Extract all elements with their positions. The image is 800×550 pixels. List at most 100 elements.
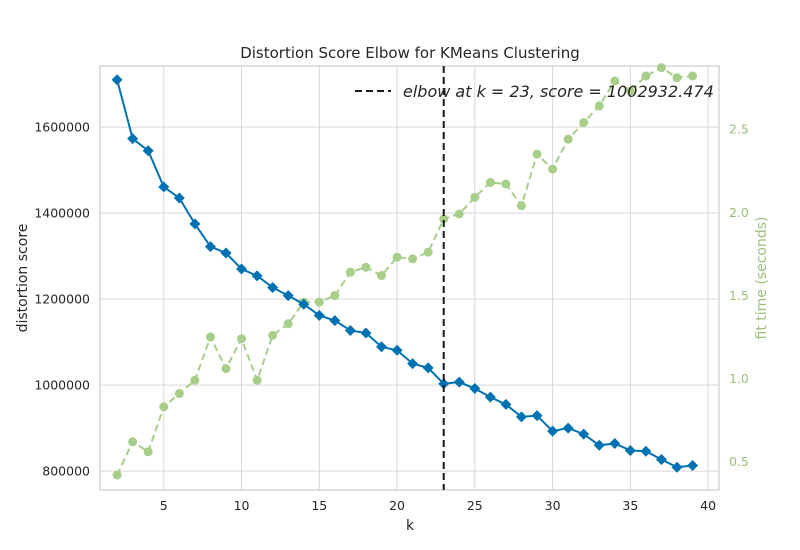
plot-background (100, 66, 719, 490)
legend: elbow at k = 23, score = 1002932.474 (355, 82, 714, 101)
x-tick-label: 30 (545, 498, 561, 513)
fit-time-point (594, 101, 604, 111)
fit-time-point (283, 319, 293, 329)
distortion-point (236, 263, 248, 275)
fit-time-point (563, 134, 573, 144)
y-right-tick-label: 1.0 (729, 371, 749, 386)
fit-time-point (221, 364, 231, 374)
distortion-point (158, 181, 170, 193)
distortion-point (578, 428, 590, 440)
fit-time-series (112, 63, 698, 480)
x-tick-label: 25 (467, 498, 483, 513)
distortion-point (593, 439, 605, 451)
distortion-point (407, 358, 419, 370)
fit-time-point (439, 214, 449, 224)
fit-time-point (330, 290, 340, 300)
x-tick-label: 35 (622, 498, 638, 513)
distortion-point (298, 298, 310, 310)
y-right-tick-label: 0.5 (729, 454, 749, 469)
distortion-point (142, 145, 154, 157)
y-right-axis-label: fit time (seconds) (754, 217, 770, 340)
fit-time-point (268, 330, 278, 340)
grid (100, 66, 719, 490)
fit-time-point (470, 192, 480, 202)
y-axis-label: distortion score (15, 224, 31, 333)
fit-time-point (112, 470, 122, 480)
distortion-point (624, 444, 636, 456)
distortion-point (282, 290, 294, 302)
fit-time-point (454, 209, 464, 219)
x-tick-label: 10 (234, 498, 250, 513)
distortion-point (204, 241, 216, 253)
fit-time-point (423, 247, 433, 257)
distortion-point (313, 309, 325, 321)
y-tick-label: 1400000 (34, 206, 90, 221)
fit-time-point (656, 63, 666, 73)
fit-time-point (361, 262, 371, 272)
fit-time-point (128, 437, 138, 447)
distortion-point (251, 270, 263, 282)
y-tick-label: 1600000 (34, 120, 90, 135)
fit-time-point (688, 71, 698, 81)
fit-time-point (237, 334, 247, 344)
y-right-tick-labels: 0.5 1.0 1.5 2.0 2.5 (729, 122, 749, 470)
distortion-point (173, 192, 185, 204)
distortion-point (655, 453, 667, 465)
distortion-point (484, 391, 496, 403)
x-tick-label: 40 (700, 498, 716, 513)
fit-time-point (314, 297, 324, 307)
distortion-point (267, 281, 279, 293)
fit-time-point (610, 76, 620, 86)
x-tick-labels: 5 10 15 20 25 30 35 40 (160, 498, 716, 513)
distortion-point (687, 459, 699, 471)
distortion-point (360, 327, 372, 339)
distortion-point (376, 341, 388, 353)
fit-time-point (205, 332, 215, 342)
fit-time-point (392, 252, 402, 262)
fit-time-point (143, 447, 153, 457)
y-tick-label: 1200000 (34, 292, 90, 307)
fit-time-point (579, 118, 589, 128)
distortion-point (531, 410, 543, 422)
y-right-tick-label: 2.5 (729, 122, 749, 137)
fit-time-point (345, 267, 355, 277)
y-right-tick-label: 2.0 (729, 205, 749, 220)
distortion-point (438, 378, 450, 390)
x-tick-label: 5 (160, 498, 168, 513)
distortion-point (329, 315, 341, 327)
distortion-point (500, 398, 512, 410)
distortion-point (469, 383, 481, 395)
fit-time-point (516, 201, 526, 211)
distortion-point (640, 445, 652, 457)
y-tick-label: 1000000 (34, 378, 90, 393)
distortion-series (111, 74, 699, 473)
distortion-point (609, 438, 621, 450)
distortion-point (220, 247, 232, 259)
distortion-point (547, 425, 559, 437)
fit-time-point (641, 71, 651, 81)
fit-time-point (159, 402, 169, 412)
fit-time-point (548, 164, 558, 174)
chart-title: Distortion Score Elbow for KMeans Cluste… (240, 44, 580, 62)
y-right-tick-label: 1.5 (729, 288, 749, 303)
distortion-point (422, 362, 434, 374)
fit-time-point (174, 389, 184, 399)
fit-time-point (252, 375, 262, 385)
distortion-point (391, 344, 403, 356)
fit-time-point (485, 177, 495, 187)
distortion-point (111, 74, 123, 86)
fit-time-point (625, 86, 635, 96)
distortion-point (562, 422, 574, 434)
fit-time-point (532, 149, 542, 159)
distortion-point (671, 461, 683, 473)
fit-time-point (190, 375, 200, 385)
distortion-point (515, 411, 527, 423)
fit-time-point (377, 271, 387, 281)
distortion-point (189, 218, 201, 230)
fit-time-point (501, 179, 511, 189)
distortion-point (344, 324, 356, 336)
y-tick-label: 800000 (42, 464, 90, 479)
distortion-point (127, 133, 139, 145)
y-tick-labels: 800000 1000000 1200000 1400000 1600000 (34, 120, 90, 479)
